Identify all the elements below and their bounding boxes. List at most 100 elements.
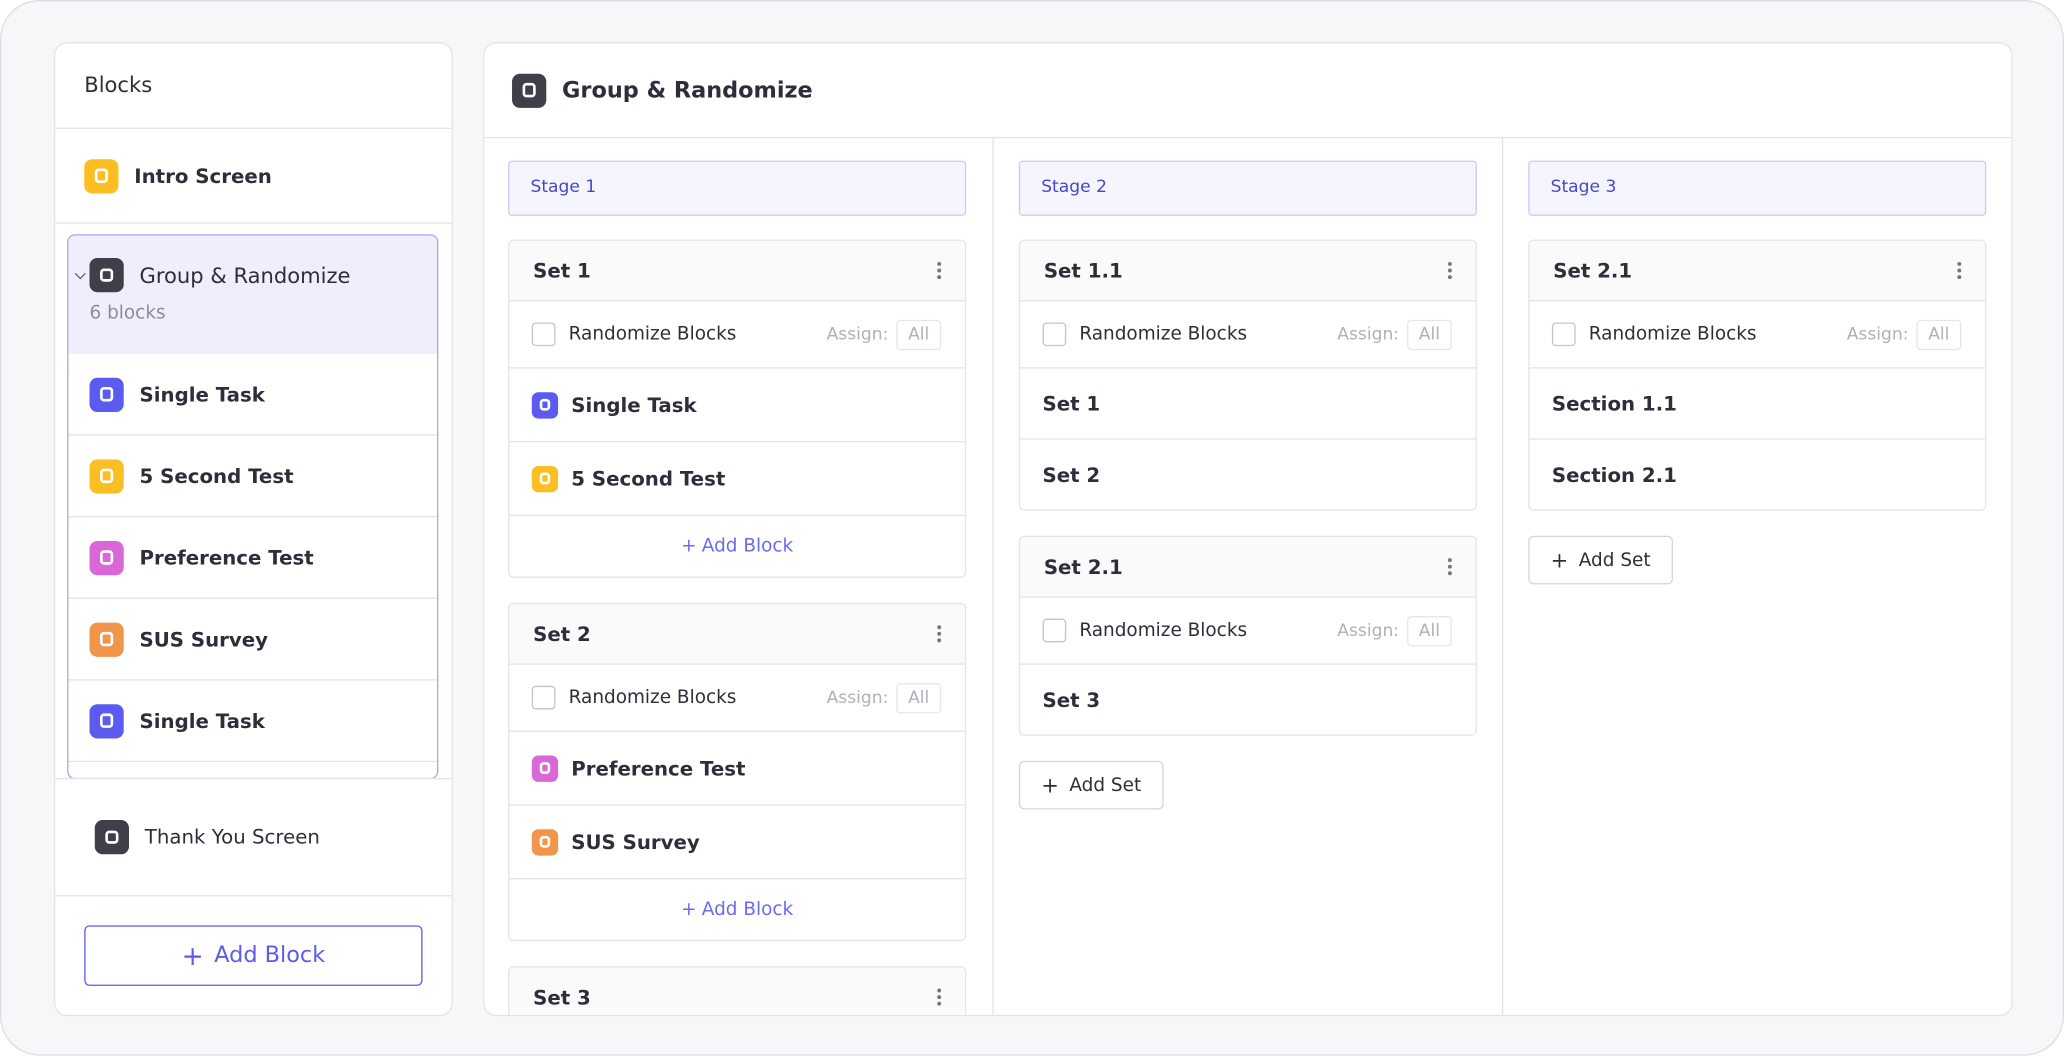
button-label: Add Set	[1578, 549, 1651, 571]
set-title: Set 3	[533, 985, 591, 1009]
set-item[interactable]: Section 1.1	[1529, 369, 1985, 440]
group-child[interactable]: Single Task	[68, 354, 438, 436]
checkbox[interactable]	[1551, 322, 1576, 347]
link-label: Add Block	[701, 535, 794, 557]
checkbox[interactable]	[1042, 322, 1067, 347]
menu-dot	[937, 625, 942, 630]
chevron	[74, 268, 86, 280]
panel-title: Blocks	[55, 43, 452, 129]
plus-icon: +	[181, 939, 204, 972]
add-set-button[interactable]: + Add Set	[1528, 535, 1673, 585]
assign-label: Assign:	[1846, 324, 1909, 345]
assign-dropdown[interactable]: All	[1406, 615, 1452, 646]
set-item[interactable]: Set 2	[1020, 440, 1475, 510]
set-title: Set 1	[533, 258, 591, 283]
assign-dropdown[interactable]: All	[896, 319, 942, 350]
assign-label: Assign:	[1337, 620, 1400, 641]
checkbox[interactable]	[1042, 618, 1067, 643]
outro-row[interactable]: Thank You Screen	[55, 777, 452, 897]
group-child[interactable]: 5 Second Test	[68, 436, 438, 518]
set-card: Set 1 Randomize Blocks Assign: All Single Ta…	[508, 239, 967, 578]
group-child[interactable]: SUS Survey	[68, 599, 438, 681]
icon-glyph	[539, 836, 551, 848]
set-item[interactable]: 5 Second Test	[509, 442, 965, 516]
set-card: Set 2.1 Randomize Blocks Assign: All Set 3	[1018, 535, 1477, 736]
block-icon	[94, 820, 129, 855]
assign-dropdown[interactable]: All	[896, 682, 942, 713]
more-menu[interactable]	[1447, 261, 1452, 280]
checkbox[interactable]	[531, 322, 556, 347]
plus-icon: +	[1550, 547, 1569, 573]
menu-dot	[1447, 558, 1452, 563]
block-icon	[89, 458, 124, 493]
block-label: SUS Survey	[139, 627, 269, 651]
more-menu[interactable]	[937, 988, 942, 1006]
set-item[interactable]: SUS Survey	[509, 806, 965, 880]
stage-label: Stage 2	[1018, 160, 1477, 216]
intro-row[interactable]: Intro Screen	[55, 129, 452, 224]
more-menu[interactable]	[1957, 261, 1962, 280]
menu-dot	[937, 638, 942, 643]
block-icon	[84, 158, 119, 193]
menu-dot	[1447, 268, 1452, 273]
icon-glyph	[99, 387, 114, 402]
randomize-label: Randomize Blocks	[1079, 323, 1248, 345]
plus-icon: +	[681, 899, 697, 921]
stage-label: Stage 3	[1528, 160, 1987, 216]
block-icon	[89, 257, 124, 293]
stage-column: Stage 2 Set 1.1 Randomize Blocks Assign: All…	[992, 136, 1501, 1015]
set-item[interactable]: Preference Test	[509, 732, 965, 806]
icon-glyph	[99, 267, 114, 283]
icon-glyph	[99, 713, 114, 728]
menu-dot	[937, 268, 942, 273]
plus-icon: +	[1041, 772, 1059, 798]
icon-glyph	[99, 631, 114, 647]
stage-column: Stage 3 Set 2.1 Randomize Blocks Assign: All…	[1501, 136, 2011, 1015]
set-item[interactable]: Section 2.1	[1530, 440, 1985, 510]
group-count: 6 blocks	[89, 302, 166, 324]
block-label: 5 Second Test	[139, 463, 294, 488]
set-title: Set 2.1	[1043, 554, 1123, 579]
randomize-label: Randomize Blocks	[568, 323, 737, 345]
menu-dot	[1957, 268, 1962, 273]
randomize-label: Randomize Blocks	[1079, 619, 1248, 642]
item-label: Set 3	[1042, 687, 1101, 712]
add-block-link[interactable]: + Add Block	[509, 879, 964, 940]
block-icon	[89, 540, 124, 575]
group-title-row: Group & Randomize	[74, 257, 438, 293]
add-set-button[interactable]: + Add Set	[1018, 760, 1164, 810]
assign-label: Assign:	[1337, 324, 1400, 345]
more-menu[interactable]	[937, 625, 942, 643]
checkbox[interactable]	[531, 685, 556, 710]
assign-dropdown[interactable]: All	[1916, 319, 1962, 350]
group-child[interactable]: Single Task	[68, 681, 438, 763]
set-item[interactable]: Single Task	[509, 369, 965, 443]
button-label: Add Set	[1069, 774, 1142, 796]
randomize-row: Randomize Blocks Assign: All	[1020, 598, 1476, 665]
icon-glyph	[521, 82, 537, 98]
group-label: Group & Randomize	[139, 262, 351, 288]
item-label: Set 2	[1042, 462, 1101, 487]
menu-dot	[937, 1001, 942, 1006]
randomize-row: Randomize Blocks Assign: All	[509, 665, 965, 732]
add-block-button[interactable]: + Add Block	[84, 925, 423, 986]
assign-dropdown[interactable]: All	[1406, 319, 1452, 350]
randomize-label: Randomize Blocks	[568, 687, 737, 709]
more-menu[interactable]	[1447, 558, 1452, 576]
set-header: Set 2.1	[1020, 537, 1476, 598]
set-item[interactable]: Set 3	[1020, 665, 1475, 735]
group-child[interactable]: Preference Test	[68, 517, 438, 599]
set-title: Set 2.1	[1553, 258, 1633, 283]
add-block-link[interactable]: + Add Block	[509, 516, 964, 577]
assign-value: All	[1418, 620, 1441, 641]
menu-dot	[937, 275, 942, 280]
menu-dot	[1447, 275, 1452, 280]
icon-glyph	[99, 550, 114, 565]
group-header[interactable]: Group & Randomize 6 blocks	[68, 235, 438, 355]
block-label: Thank You Screen	[144, 825, 320, 850]
set-header: Set 2.1	[1529, 240, 1985, 302]
set-item[interactable]: Set 1	[1020, 369, 1476, 440]
more-menu[interactable]	[937, 261, 942, 280]
block-label: Single Task	[139, 708, 265, 733]
